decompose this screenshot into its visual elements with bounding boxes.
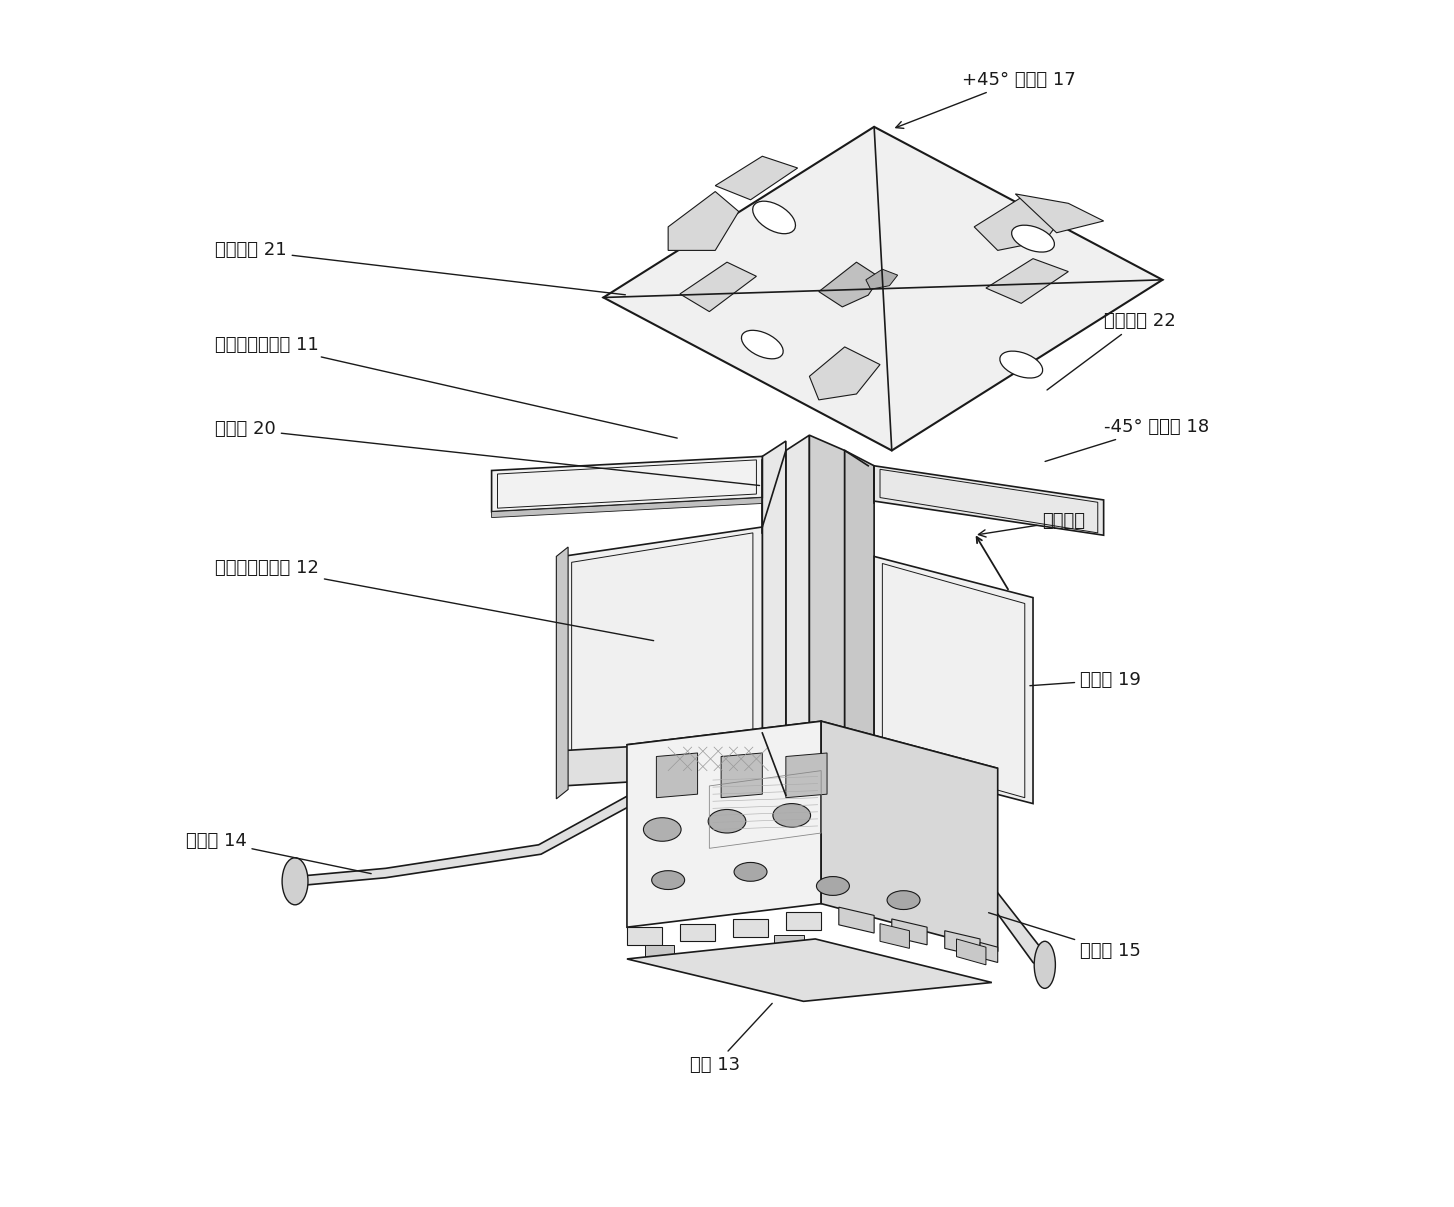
Polygon shape [880,923,909,949]
Polygon shape [563,739,762,786]
Polygon shape [874,466,1104,535]
Polygon shape [980,943,997,962]
Polygon shape [974,198,1069,250]
Text: 水平极化辐射元 11: 水平极化辐射元 11 [215,336,678,438]
Ellipse shape [734,863,768,881]
Ellipse shape [1000,351,1043,378]
Ellipse shape [1012,226,1054,252]
Ellipse shape [817,876,849,896]
Polygon shape [810,436,845,786]
Ellipse shape [1034,941,1056,989]
Polygon shape [557,547,569,799]
Polygon shape [603,127,1163,450]
Ellipse shape [708,810,746,833]
Text: -45° 辐射元 18: -45° 辐射元 18 [1045,418,1208,461]
Polygon shape [845,771,1054,968]
Ellipse shape [753,202,795,234]
Polygon shape [715,156,798,200]
Polygon shape [874,556,1032,804]
Polygon shape [627,722,997,792]
Polygon shape [563,527,762,774]
Text: 接地线二 22: 接地线二 22 [1047,313,1175,390]
Ellipse shape [887,891,920,910]
Polygon shape [1015,194,1104,233]
Polygon shape [822,722,997,951]
Polygon shape [656,753,698,798]
Text: 馈线一 14: 馈线一 14 [186,833,371,874]
Text: 馈线二 15: 馈线二 15 [989,912,1141,960]
Polygon shape [986,258,1069,303]
Ellipse shape [651,870,685,890]
Polygon shape [891,919,928,945]
Text: 插入方向: 插入方向 [979,512,1086,537]
Polygon shape [721,753,762,798]
Polygon shape [680,923,715,941]
Polygon shape [785,753,827,798]
Polygon shape [669,192,739,250]
Polygon shape [733,919,768,937]
Polygon shape [819,262,880,307]
Polygon shape [810,346,880,400]
Polygon shape [680,262,756,311]
Polygon shape [762,441,785,807]
Ellipse shape [644,817,680,841]
Polygon shape [867,269,897,290]
Text: 接地线一 21: 接地线一 21 [215,241,625,295]
Text: 垂直极化辐射元 12: 垂直极化辐射元 12 [215,559,654,641]
Polygon shape [839,908,874,933]
Polygon shape [295,769,682,886]
Text: 馈线三 19: 馈线三 19 [1029,671,1141,689]
Polygon shape [644,945,675,962]
Polygon shape [845,450,874,801]
Polygon shape [627,722,822,927]
Polygon shape [774,935,804,954]
Polygon shape [957,939,986,964]
Text: 馈线四 20: 馈线四 20 [215,420,759,485]
Text: +45° 辐射元 17: +45° 辐射元 17 [896,71,1076,128]
Ellipse shape [282,858,308,905]
Ellipse shape [774,804,810,827]
Polygon shape [491,497,762,518]
Polygon shape [785,436,810,795]
Polygon shape [627,927,662,945]
Polygon shape [785,911,822,929]
Text: 卡座 13: 卡座 13 [691,1003,772,1074]
Polygon shape [627,939,992,1002]
Polygon shape [945,931,980,957]
Ellipse shape [742,331,784,358]
Polygon shape [491,456,762,512]
